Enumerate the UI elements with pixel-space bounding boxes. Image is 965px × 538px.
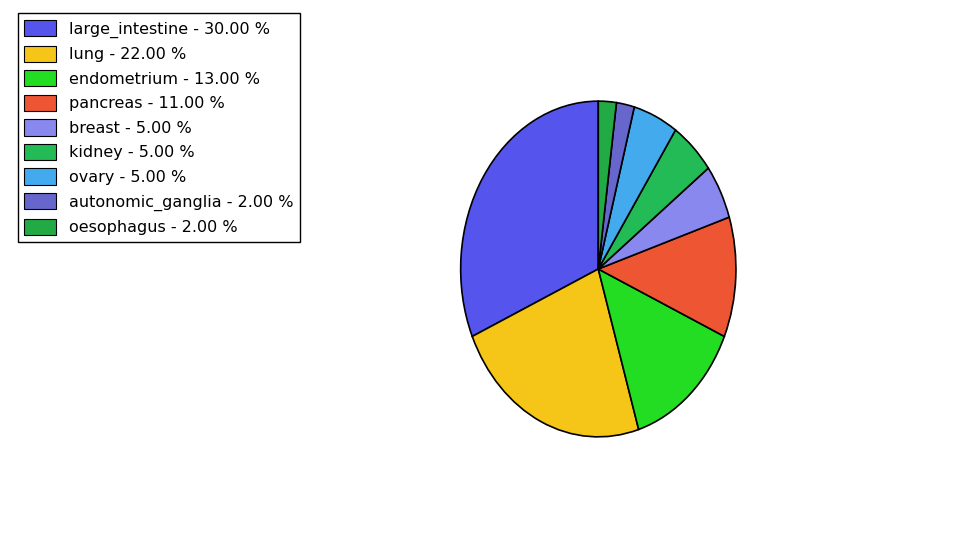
Wedge shape [460, 101, 598, 336]
Wedge shape [598, 103, 634, 269]
Wedge shape [598, 168, 730, 269]
Wedge shape [472, 269, 639, 437]
Wedge shape [598, 107, 675, 269]
Wedge shape [598, 217, 736, 336]
Wedge shape [598, 269, 725, 429]
Wedge shape [598, 130, 708, 269]
Wedge shape [598, 101, 617, 269]
Legend: large_intestine - 30.00 %, lung - 22.00 %, endometrium - 13.00 %, pancreas - 11.: large_intestine - 30.00 %, lung - 22.00 … [17, 13, 300, 242]
